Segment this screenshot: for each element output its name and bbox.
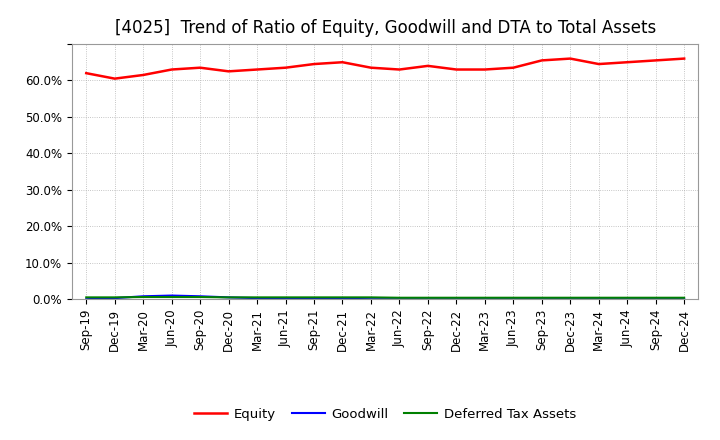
Equity [509,65,518,70]
Goodwill [338,296,347,301]
Deferred Tax Assets [566,295,575,301]
Deferred Tax Assets [509,295,518,301]
Goodwill [480,297,489,302]
Goodwill [395,297,404,302]
Equity [537,58,546,63]
Goodwill [537,297,546,302]
Line: Deferred Tax Assets: Deferred Tax Assets [86,297,684,298]
Deferred Tax Assets [366,295,375,300]
Deferred Tax Assets [310,295,318,300]
Goodwill [82,297,91,302]
Goodwill [167,293,176,298]
Deferred Tax Assets [196,294,204,300]
Equity [225,69,233,74]
Equity [480,67,489,72]
Deferred Tax Assets [225,295,233,300]
Goodwill [452,297,461,302]
Equity [82,70,91,76]
Equity [652,58,660,63]
Equity [110,76,119,81]
Goodwill [366,297,375,302]
Equity [310,62,318,67]
Deferred Tax Assets [253,295,261,300]
Goodwill [310,296,318,301]
Equity [139,72,148,77]
Deferred Tax Assets [480,295,489,301]
Goodwill [423,297,432,302]
Equity [623,59,631,65]
Equity [253,67,261,72]
Equity [167,67,176,72]
Equity [452,67,461,72]
Equity [595,62,603,67]
Goodwill [566,297,575,302]
Deferred Tax Assets [423,295,432,301]
Deferred Tax Assets [680,295,688,301]
Equity [680,56,688,61]
Goodwill [225,295,233,300]
Line: Goodwill: Goodwill [86,296,684,299]
Deferred Tax Assets [110,295,119,300]
Deferred Tax Assets [452,295,461,301]
Deferred Tax Assets [595,295,603,301]
Equity [566,56,575,61]
Goodwill [680,297,688,302]
Legend: Equity, Goodwill, Deferred Tax Assets: Equity, Goodwill, Deferred Tax Assets [189,403,582,426]
Goodwill [139,293,148,299]
Deferred Tax Assets [652,295,660,301]
Equity [282,65,290,70]
Goodwill [652,297,660,302]
Deferred Tax Assets [82,295,91,300]
Equity [395,67,404,72]
Goodwill [623,297,631,302]
Goodwill [196,293,204,299]
Goodwill [282,296,290,301]
Equity [366,65,375,70]
Line: Equity: Equity [86,59,684,79]
Deferred Tax Assets [167,294,176,300]
Deferred Tax Assets [623,295,631,301]
Title: [4025]  Trend of Ratio of Equity, Goodwill and DTA to Total Assets: [4025] Trend of Ratio of Equity, Goodwil… [114,19,656,37]
Goodwill [509,297,518,302]
Deferred Tax Assets [139,294,148,300]
Goodwill [595,297,603,302]
Goodwill [253,296,261,301]
Deferred Tax Assets [395,295,404,301]
Equity [196,65,204,70]
Deferred Tax Assets [537,295,546,301]
Goodwill [110,296,119,301]
Deferred Tax Assets [338,295,347,300]
Deferred Tax Assets [282,295,290,300]
Equity [338,59,347,65]
Equity [423,63,432,69]
